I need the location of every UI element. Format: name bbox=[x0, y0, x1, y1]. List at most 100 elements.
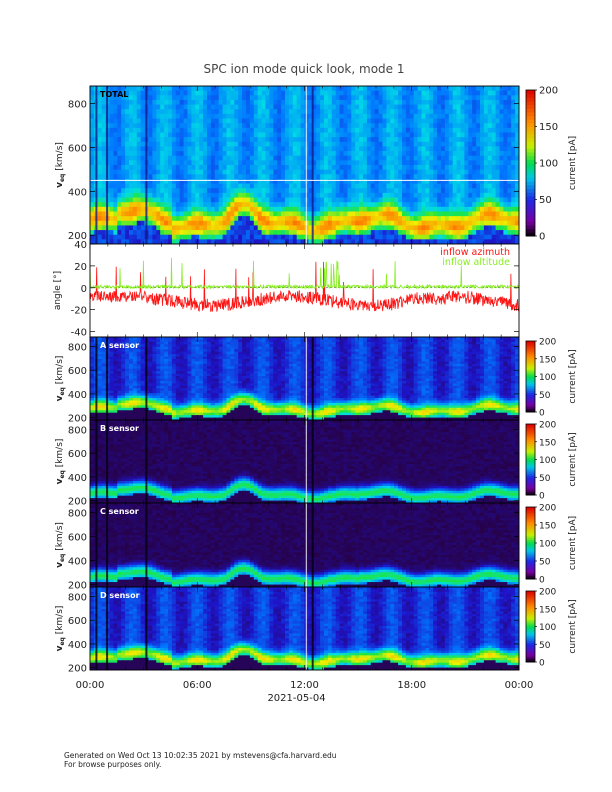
heatmap-cell bbox=[378, 160, 383, 166]
heatmap-cell bbox=[417, 197, 422, 203]
heatmap-cell bbox=[281, 165, 286, 171]
heatmap-cell bbox=[456, 230, 461, 236]
heatmap-cell bbox=[269, 113, 274, 119]
heatmap-cell bbox=[203, 378, 208, 382]
heatmap-cell bbox=[347, 86, 352, 92]
heatmap-cell bbox=[355, 155, 360, 161]
heatmap-cell bbox=[242, 169, 247, 175]
heatmap-cell bbox=[456, 132, 461, 138]
heatmap-cell bbox=[90, 337, 95, 340]
heatmap-cell bbox=[199, 351, 204, 355]
heatmap-cell bbox=[507, 86, 512, 92]
heatmap-cell bbox=[148, 412, 153, 416]
heatmap-cell bbox=[507, 137, 512, 143]
colorbar-segment bbox=[526, 115, 535, 120]
heatmap-cell bbox=[129, 113, 134, 119]
heatmap-cell bbox=[351, 183, 356, 189]
heatmap-cell bbox=[132, 337, 138, 340]
heatmap-cell bbox=[324, 95, 329, 101]
heatmap-cell bbox=[156, 410, 161, 414]
heatmap-cell bbox=[437, 127, 442, 133]
heatmap-cell bbox=[171, 356, 177, 360]
heatmap-cell bbox=[113, 346, 118, 350]
heatmap-cell bbox=[468, 192, 473, 198]
heatmap-cell bbox=[269, 183, 274, 189]
heatmap-cell bbox=[199, 412, 204, 416]
heatmap-cell bbox=[464, 141, 469, 147]
heatmap-cell bbox=[327, 127, 333, 133]
heatmap-cell bbox=[390, 202, 395, 208]
heatmap-cell bbox=[207, 165, 212, 171]
heatmap-cell bbox=[405, 141, 411, 147]
heatmap-cell bbox=[378, 99, 383, 105]
heatmap-cell bbox=[386, 216, 391, 222]
heatmap-cell bbox=[300, 178, 305, 184]
heatmap-cell bbox=[261, 165, 266, 171]
heatmap-cell bbox=[195, 398, 200, 401]
heatmap-cell bbox=[97, 123, 103, 129]
heatmap-cell bbox=[164, 113, 169, 119]
heatmap-cell bbox=[183, 113, 188, 119]
heatmap-cell bbox=[171, 169, 177, 175]
heatmap-cell bbox=[210, 234, 216, 240]
heatmap-cell bbox=[203, 151, 208, 157]
heatmap-cell bbox=[491, 165, 496, 171]
heatmap-cell bbox=[121, 90, 126, 96]
heatmap-cell bbox=[515, 132, 520, 138]
heatmap-cell bbox=[121, 395, 126, 399]
y-axis-label: veq [km/s] bbox=[55, 142, 66, 188]
heatmap-cell bbox=[499, 146, 504, 152]
heatmap-cell bbox=[335, 230, 340, 236]
heatmap-cell bbox=[207, 417, 212, 421]
heatmap-cell bbox=[277, 151, 282, 157]
heatmap-cell bbox=[101, 407, 106, 411]
heatmap-cell bbox=[156, 383, 161, 387]
heatmap-cell bbox=[456, 225, 461, 231]
heatmap-cell bbox=[148, 402, 153, 406]
heatmap-cell bbox=[429, 127, 434, 133]
heatmap-cell bbox=[160, 371, 165, 375]
heatmap-cell bbox=[464, 239, 469, 245]
heatmap-cell bbox=[257, 127, 262, 133]
heatmap-cell bbox=[203, 146, 208, 152]
heatmap-cell bbox=[499, 86, 504, 92]
heatmap-cell bbox=[207, 412, 212, 416]
heatmap-cell bbox=[187, 346, 192, 350]
heatmap-cell bbox=[191, 239, 196, 245]
heatmap-cell bbox=[195, 388, 200, 392]
heatmap-cell bbox=[499, 197, 504, 203]
heatmap-cell bbox=[491, 90, 496, 96]
heatmap-cell bbox=[226, 151, 231, 157]
heatmap-cell bbox=[179, 165, 184, 171]
heatmap-cell bbox=[191, 141, 196, 147]
heatmap-cell bbox=[179, 132, 184, 138]
heatmap-cell bbox=[152, 351, 157, 355]
heatmap-cell bbox=[390, 183, 395, 189]
heatmap-cell bbox=[437, 206, 442, 212]
heatmap-cell bbox=[183, 410, 188, 414]
heatmap-cell bbox=[136, 407, 142, 411]
data-gap bbox=[106, 86, 109, 244]
heatmap-cell bbox=[351, 178, 356, 184]
heatmap-cell bbox=[90, 351, 95, 355]
heatmap-cell bbox=[499, 127, 504, 133]
heatmap-cell bbox=[187, 371, 192, 375]
heatmap-cell bbox=[132, 349, 138, 353]
heatmap-cell bbox=[179, 183, 184, 189]
heatmap-cell bbox=[285, 178, 290, 184]
heatmap-cell bbox=[156, 95, 161, 101]
heatmap-cell bbox=[285, 141, 290, 147]
heatmap-cell bbox=[460, 160, 465, 166]
heatmap-cell bbox=[195, 188, 200, 194]
heatmap-cell bbox=[90, 371, 95, 375]
heatmap-cell bbox=[164, 417, 169, 421]
heatmap-cell bbox=[320, 202, 325, 208]
heatmap-cell bbox=[261, 197, 266, 203]
heatmap-cell bbox=[97, 86, 103, 92]
heatmap-cell bbox=[429, 90, 434, 96]
heatmap-cell bbox=[183, 378, 188, 382]
heatmap-cell bbox=[187, 410, 192, 414]
heatmap-cell bbox=[164, 346, 169, 350]
heatmap-cell bbox=[374, 202, 379, 208]
heatmap-cell bbox=[441, 127, 446, 133]
